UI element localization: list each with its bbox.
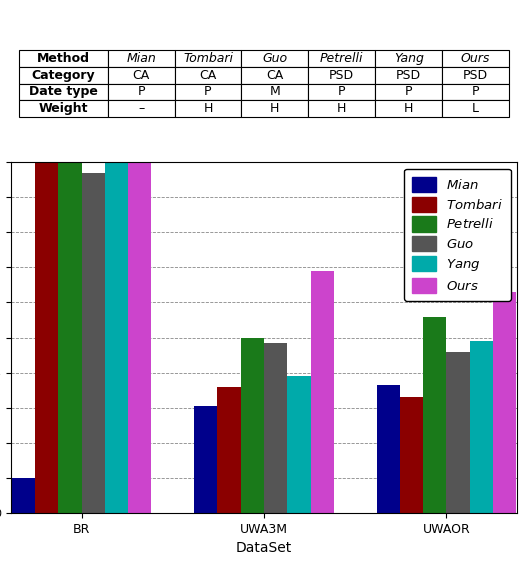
X-axis label: DataSet: DataSet — [236, 542, 292, 555]
Bar — [470, 341, 493, 513]
Bar — [264, 343, 287, 513]
Bar — [287, 376, 310, 513]
Bar — [423, 316, 447, 513]
Bar — [493, 292, 516, 513]
Bar — [35, 162, 58, 513]
Legend: $\mathbf{\mathit{Mian}}$, $\mathbf{\mathit{Tombari}}$, $\mathbf{\mathit{Petrelli: $\mathbf{\mathit{Mian}}$, $\mathbf{\math… — [404, 169, 511, 301]
Bar — [400, 397, 423, 513]
Bar — [376, 385, 400, 513]
Bar — [12, 478, 35, 513]
Bar — [105, 162, 128, 513]
Bar — [194, 406, 218, 513]
Bar — [81, 173, 105, 513]
Bar — [128, 162, 152, 513]
Bar — [58, 162, 81, 513]
Bar — [218, 386, 241, 513]
Bar — [310, 271, 334, 513]
Bar — [447, 352, 470, 513]
Bar — [241, 337, 264, 513]
